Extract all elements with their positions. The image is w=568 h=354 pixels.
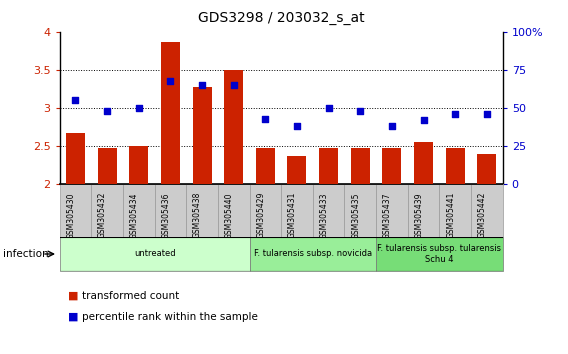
- Bar: [66, 133, 85, 184]
- Bar: [60, 184, 91, 237]
- Text: GSM305434: GSM305434: [130, 192, 139, 239]
- Text: untreated: untreated: [134, 250, 176, 258]
- Text: infection: infection: [3, 249, 48, 259]
- Point: [450, 111, 460, 117]
- Point: [324, 105, 333, 111]
- Bar: [376, 184, 408, 237]
- Bar: [224, 70, 243, 184]
- Text: GSM305435: GSM305435: [351, 192, 360, 239]
- Text: transformed count: transformed count: [82, 291, 179, 301]
- Point: [134, 105, 143, 111]
- Text: ■: ■: [68, 291, 78, 301]
- Bar: [98, 148, 116, 184]
- Text: GDS3298 / 203032_s_at: GDS3298 / 203032_s_at: [198, 11, 365, 25]
- Text: F. tularensis subsp. novicida: F. tularensis subsp. novicida: [254, 250, 372, 258]
- Text: GSM305433: GSM305433: [320, 192, 329, 239]
- Bar: [440, 184, 471, 237]
- Bar: [344, 184, 376, 237]
- Bar: [256, 148, 275, 184]
- Bar: [249, 237, 376, 271]
- Point: [387, 124, 396, 129]
- Point: [482, 111, 491, 117]
- Text: GSM305438: GSM305438: [193, 192, 202, 239]
- Bar: [382, 148, 402, 184]
- Text: GSM305436: GSM305436: [161, 192, 170, 239]
- Bar: [351, 148, 370, 184]
- Point: [293, 124, 302, 129]
- Text: GSM305440: GSM305440: [225, 192, 233, 239]
- Text: percentile rank within the sample: percentile rank within the sample: [82, 312, 258, 322]
- Text: GSM305441: GSM305441: [446, 192, 455, 239]
- Text: GSM305430: GSM305430: [66, 192, 76, 239]
- Bar: [477, 154, 496, 184]
- Text: GSM305439: GSM305439: [415, 192, 424, 239]
- Point: [103, 108, 112, 114]
- Bar: [471, 184, 503, 237]
- Bar: [414, 142, 433, 184]
- Bar: [123, 184, 154, 237]
- Point: [166, 78, 175, 84]
- Point: [229, 82, 238, 88]
- Bar: [446, 148, 465, 184]
- Bar: [154, 184, 186, 237]
- Bar: [218, 184, 249, 237]
- Point: [198, 82, 207, 88]
- Bar: [313, 184, 344, 237]
- Bar: [130, 146, 148, 184]
- Text: GSM305432: GSM305432: [98, 192, 107, 239]
- Bar: [60, 237, 249, 271]
- Bar: [376, 237, 503, 271]
- Bar: [193, 87, 211, 184]
- Point: [356, 108, 365, 114]
- Bar: [319, 148, 338, 184]
- Bar: [281, 184, 313, 237]
- Bar: [91, 184, 123, 237]
- Bar: [249, 184, 281, 237]
- Text: GSM305437: GSM305437: [383, 192, 392, 239]
- Text: GSM305429: GSM305429: [256, 192, 265, 239]
- Bar: [161, 42, 180, 184]
- Bar: [408, 184, 440, 237]
- Point: [71, 97, 80, 103]
- Text: ■: ■: [68, 312, 78, 322]
- Text: GSM305431: GSM305431: [288, 192, 297, 239]
- Point: [261, 116, 270, 121]
- Bar: [287, 156, 307, 184]
- Point: [419, 117, 428, 123]
- Bar: [186, 184, 218, 237]
- Text: F. tularensis subsp. tularensis
Schu 4: F. tularensis subsp. tularensis Schu 4: [377, 244, 502, 264]
- Text: GSM305442: GSM305442: [478, 192, 487, 239]
